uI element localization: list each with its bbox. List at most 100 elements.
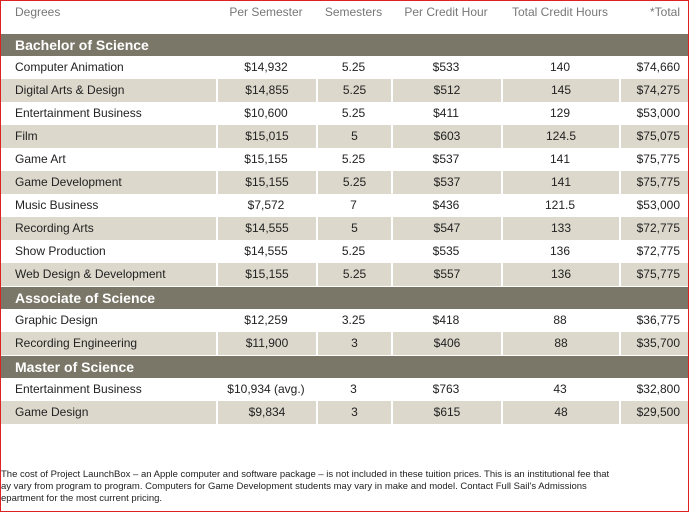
section-header: Bachelor of Science <box>1 34 688 56</box>
cell-value: 3.25 <box>341 313 366 327</box>
cell-value: $512 <box>391 79 501 102</box>
footnote: The cost of Project LaunchBox – an Apple… <box>1 469 610 480</box>
cell-value: 88 <box>553 313 567 327</box>
cell-value: $74,275 <box>619 79 688 102</box>
row-bg <box>1 309 688 332</box>
cell-value: 121.5 <box>544 198 576 212</box>
cell-value: 5.25 <box>341 244 366 258</box>
cell-value: 5.25 <box>341 152 366 166</box>
cell-value: $14,555 <box>216 217 316 240</box>
cell-value: $53,000 <box>636 198 680 212</box>
cell-value: $10,934 (avg.) <box>227 382 305 396</box>
cell-value: 5 <box>316 217 391 240</box>
column-header: Total Credit Hours <box>511 5 609 19</box>
cell-value: $35,700 <box>619 332 688 355</box>
cell-value: $15,155 <box>216 263 316 286</box>
cell-value: $10,600 <box>244 106 288 120</box>
cell-value: $75,075 <box>619 125 688 148</box>
cell-value: $537 <box>391 171 501 194</box>
cell-value: 133 <box>501 217 619 240</box>
cell-value: $535 <box>432 244 460 258</box>
degree-name: Digital Arts & Design <box>1 79 216 102</box>
cell-value: $557 <box>391 263 501 286</box>
cell-value: 136 <box>501 263 619 286</box>
cell-value: $15,015 <box>216 125 316 148</box>
cell-value: $436 <box>432 198 460 212</box>
cell-value: $15,155 <box>244 152 288 166</box>
degree-name: Game Design <box>1 401 216 424</box>
cell-value: 145 <box>501 79 619 102</box>
degree-name: Entertainment Business <box>15 382 142 396</box>
cell-value: 3 <box>350 382 357 396</box>
row-bg <box>1 102 688 125</box>
cell-value: $29,500 <box>619 401 688 424</box>
column-header: Degrees <box>15 5 61 19</box>
cell-value: $72,775 <box>636 244 680 258</box>
cell-value: 124.5 <box>501 125 619 148</box>
cell-value: $74,660 <box>636 60 680 74</box>
cell-value: $547 <box>391 217 501 240</box>
cell-value: $9,834 <box>216 401 316 424</box>
cell-value: 136 <box>549 244 571 258</box>
cell-value: $14,932 <box>244 60 288 74</box>
cell-value: $411 <box>433 106 459 120</box>
cell-value: $615 <box>391 401 501 424</box>
degree-name: Recording Engineering <box>1 332 216 355</box>
cell-value: $75,775 <box>636 152 680 166</box>
cell-value: $72,775 <box>619 217 688 240</box>
degree-name: Web Design & Development <box>1 263 216 286</box>
cell-value: $12,259 <box>244 313 288 327</box>
column-header: Semesters <box>324 5 383 19</box>
cell-value: $75,775 <box>619 263 688 286</box>
row-bg <box>1 378 688 401</box>
degree-name: Graphic Design <box>15 313 98 327</box>
cell-value: $763 <box>432 382 460 396</box>
cell-value: 7 <box>350 198 357 212</box>
cell-value: $603 <box>391 125 501 148</box>
footnote: epartment for the most current pricing. <box>1 493 163 504</box>
row-bg <box>1 56 688 79</box>
degree-name: Film <box>1 125 216 148</box>
degree-name: Show Production <box>15 244 106 258</box>
row-bg <box>1 240 688 263</box>
cell-value: $14,855 <box>216 79 316 102</box>
degree-name: Computer Animation <box>15 60 124 74</box>
column-header: Per Credit Hour <box>404 5 488 19</box>
degree-name: Recording Arts <box>1 217 216 240</box>
degree-name: Game Development <box>1 171 216 194</box>
cell-value: $15,155 <box>216 171 316 194</box>
degree-name: Game Art <box>15 152 66 166</box>
cell-value: $533 <box>432 60 460 74</box>
cell-value: 141 <box>501 171 619 194</box>
cell-value: $11,900 <box>216 332 316 355</box>
degree-name: Entertainment Business <box>15 106 142 120</box>
cell-value: $36,775 <box>636 313 680 327</box>
cell-value: 88 <box>501 332 619 355</box>
cell-value: $14,555 <box>244 244 288 258</box>
cell-value: 48 <box>501 401 619 424</box>
cell-value: 3 <box>316 332 391 355</box>
cell-value: $32,800 <box>636 382 680 396</box>
section-header: Associate of Science <box>1 287 688 309</box>
cell-value: 140 <box>549 60 571 74</box>
cell-value: 141 <box>549 152 571 166</box>
cell-value: $418 <box>432 313 460 327</box>
degree-name: Music Business <box>15 198 99 212</box>
cell-value: $53,000 <box>636 106 680 120</box>
column-header: Per Semester <box>229 5 303 19</box>
cell-value: 5.25 <box>316 263 391 286</box>
cell-value: 43 <box>553 382 567 396</box>
cell-value: 5.25 <box>341 106 366 120</box>
cell-value: $75,775 <box>619 171 688 194</box>
section-header: Master of Science <box>1 356 688 378</box>
cell-value: $7,572 <box>247 198 285 212</box>
column-header: *Total <box>649 5 680 19</box>
cell-value: $537 <box>432 152 460 166</box>
cell-value: 129 <box>549 106 571 120</box>
row-bg <box>1 194 688 217</box>
cell-value: 5 <box>316 125 391 148</box>
cell-value: 3 <box>316 401 391 424</box>
cell-value: 5.25 <box>316 79 391 102</box>
cell-value: 5.25 <box>341 60 366 74</box>
